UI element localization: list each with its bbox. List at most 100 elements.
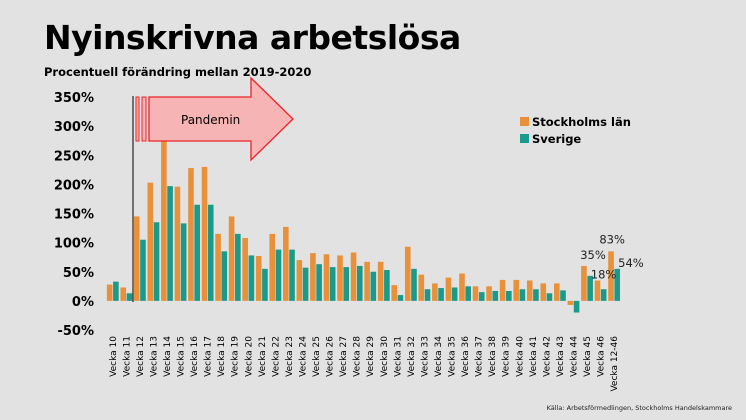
bar-stockholm bbox=[567, 300, 574, 305]
x-tick-label: Vecka 16 bbox=[190, 336, 200, 377]
bar-stockholm bbox=[594, 280, 601, 301]
x-tick-label: Vecka 24 bbox=[298, 336, 308, 377]
y-tick-label: 100% bbox=[54, 237, 94, 252]
x-tick-label: Vecka 36 bbox=[461, 336, 471, 377]
bar-sverige bbox=[478, 292, 485, 301]
bar-sverige bbox=[167, 186, 173, 301]
x-tick-label: Vecka 29 bbox=[366, 336, 376, 377]
bar-stockholm bbox=[255, 256, 262, 301]
x-tick-label: Vecka 44 bbox=[569, 336, 579, 377]
bar-sverige bbox=[370, 271, 377, 301]
bar-sverige bbox=[397, 295, 404, 301]
x-tick-label: Vecka 46 bbox=[597, 336, 607, 377]
x-tick-label: Vecka 26 bbox=[326, 336, 336, 377]
bar-stockholm bbox=[242, 237, 248, 301]
data-label: 83% bbox=[599, 232, 625, 246]
bar-stockholm bbox=[499, 279, 506, 301]
bar-sverige bbox=[221, 251, 228, 301]
y-tick-label: 350% bbox=[54, 91, 94, 106]
bar-sverige bbox=[140, 239, 146, 301]
y-tick-label: 300% bbox=[54, 120, 94, 135]
x-tick-label: Vecka 41 bbox=[529, 336, 539, 377]
x-tick-label: Vecka 35 bbox=[448, 336, 458, 377]
bar-sverige bbox=[506, 290, 512, 301]
bar-sverige bbox=[600, 289, 607, 301]
bar-sverige bbox=[411, 268, 417, 301]
bar-sverige bbox=[451, 287, 458, 301]
bar-stockholm bbox=[608, 251, 614, 301]
bar-sverige bbox=[289, 249, 295, 301]
bar-sverige bbox=[194, 204, 200, 301]
bar-sverige bbox=[519, 289, 526, 301]
bar-stockholm bbox=[283, 226, 289, 301]
x-tick-label: Vecka 21 bbox=[258, 336, 268, 377]
x-tick-label: Vecka 30 bbox=[380, 336, 390, 377]
legend-label-stockholm: Stockholms län bbox=[532, 115, 631, 129]
x-tick-label: Vecka 39 bbox=[502, 336, 512, 377]
bar-sverige bbox=[343, 267, 350, 301]
bar-sverige bbox=[573, 300, 580, 313]
x-tick-label: Vecka 15 bbox=[177, 336, 187, 377]
source-note: Källa: Arbetsförmedlingen, Stockholms Ha… bbox=[546, 404, 732, 412]
x-tick-label: Vecka 32 bbox=[407, 336, 417, 377]
bar-stockholm bbox=[526, 280, 533, 301]
bar-sverige bbox=[465, 286, 471, 301]
y-tick-label: -50% bbox=[57, 324, 94, 339]
bar-stockholm bbox=[310, 253, 316, 301]
x-tick-label: Vecka 13 bbox=[149, 336, 159, 377]
chart-subtitle: Procentuell förändring mellan 2019-2020 bbox=[44, 65, 312, 79]
x-tick-label: Vecka 28 bbox=[353, 336, 363, 377]
y-tick-label: 150% bbox=[54, 208, 94, 223]
arrow-tail-stripe bbox=[135, 96, 140, 142]
y-tick-label: 250% bbox=[54, 149, 94, 164]
bar-stockholm bbox=[120, 287, 127, 301]
x-tick-label: Vecka 25 bbox=[312, 336, 322, 377]
x-tick-label: Vecka 45 bbox=[583, 336, 593, 377]
bars bbox=[106, 129, 621, 313]
bar-stockholm bbox=[188, 168, 194, 301]
legend-swatch-stockholm bbox=[520, 117, 529, 126]
pandemic-arrow-icon bbox=[148, 76, 294, 162]
bar-sverige bbox=[560, 290, 566, 301]
x-tick-label: Vecka 31 bbox=[393, 336, 403, 377]
data-label: 54% bbox=[618, 256, 644, 270]
x-tick-label: Vecka 40 bbox=[515, 336, 525, 377]
x-tick-label: Vecka 33 bbox=[420, 336, 430, 377]
bar-sverige bbox=[438, 288, 444, 301]
x-tick-label: Vecka 17 bbox=[204, 336, 214, 377]
bar-stockholm bbox=[337, 255, 343, 301]
x-tick-label: Vecka 38 bbox=[488, 336, 498, 377]
x-tick-label: Vecka 20 bbox=[244, 336, 254, 377]
bar-sverige bbox=[587, 275, 593, 301]
bar-stockholm bbox=[269, 233, 276, 301]
bar-sverige bbox=[153, 222, 160, 301]
x-tick-label: Vecka 22 bbox=[271, 336, 281, 377]
bar-stockholm bbox=[296, 260, 303, 301]
bar-stockholm bbox=[581, 265, 587, 301]
y-axis: 350% 300% 250% 200% 150% 100% 50% 0% -50% bbox=[54, 91, 94, 339]
x-tick-label: Vecka 43 bbox=[556, 336, 566, 377]
bar-stockholm bbox=[147, 182, 154, 301]
bar-sverige bbox=[248, 255, 255, 301]
y-tick-label: 50% bbox=[63, 266, 94, 281]
bar-stockholm bbox=[161, 129, 167, 301]
x-tick-label: Vecka 34 bbox=[434, 336, 444, 377]
bar-sverige bbox=[113, 281, 119, 301]
bar-stockholm bbox=[445, 277, 452, 301]
bar-stockholm bbox=[215, 233, 221, 301]
bar-stockholm bbox=[540, 283, 547, 301]
bar-sverige bbox=[316, 264, 322, 301]
x-tick-label: Vecka 11 bbox=[122, 336, 132, 377]
bar-stockholm bbox=[513, 279, 519, 301]
y-tick-label: 200% bbox=[54, 178, 94, 193]
x-tick-label: Vecka 23 bbox=[285, 336, 295, 377]
bar-sverige bbox=[492, 290, 499, 301]
bar-stockholm bbox=[377, 261, 384, 301]
legend: Stockholms län Sverige bbox=[520, 115, 631, 146]
chart-title: Nyinskrivna arbetslösa bbox=[44, 18, 461, 57]
x-tick-label: Vecka 18 bbox=[217, 336, 227, 377]
y-tick-label: 0% bbox=[72, 295, 94, 310]
bar-stockholm bbox=[133, 216, 140, 301]
x-tick-label: Vecka 12 bbox=[136, 336, 146, 377]
